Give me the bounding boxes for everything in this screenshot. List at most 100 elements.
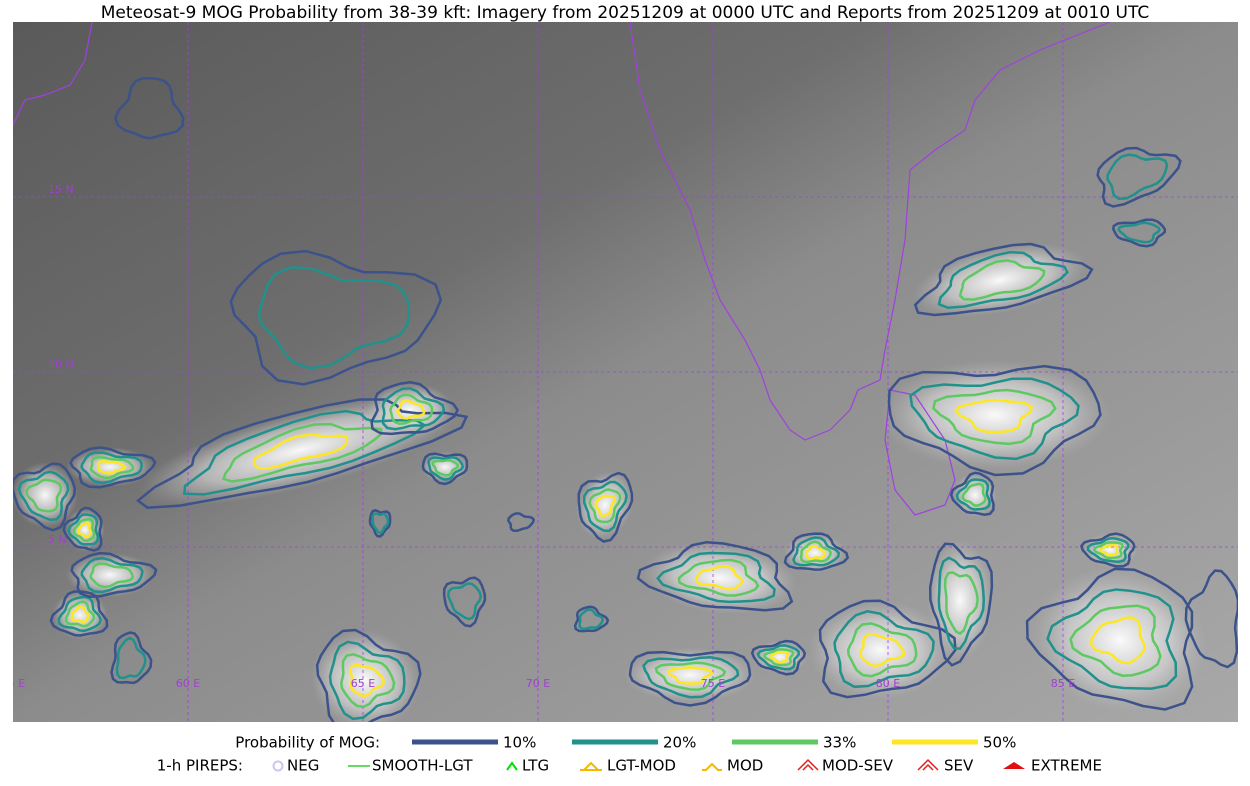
contour <box>221 422 383 483</box>
contour <box>846 622 918 678</box>
contour <box>442 576 487 628</box>
contour <box>49 590 109 637</box>
contour <box>69 446 157 489</box>
legend-entry: 10% <box>503 734 536 752</box>
pirep-entry: SMOOTH-LGT <box>372 757 473 775</box>
contour <box>1069 604 1162 678</box>
contour <box>506 512 536 533</box>
contour <box>1112 218 1167 248</box>
lon-label: 55 E <box>1 677 25 690</box>
contour <box>763 648 795 667</box>
contour <box>229 249 443 386</box>
legend-entry: 33% <box>823 734 856 752</box>
contour <box>577 471 634 543</box>
lat-label: 15 N <box>48 183 74 196</box>
contour <box>89 562 135 589</box>
contour <box>1106 153 1169 200</box>
cloud <box>913 243 1087 317</box>
lon-label: 85 E <box>1051 677 1075 690</box>
contour <box>67 513 100 546</box>
contour <box>89 455 135 480</box>
contour <box>115 636 147 680</box>
contour <box>371 512 390 535</box>
contour <box>1099 543 1119 557</box>
contour <box>818 599 957 699</box>
cloud <box>1032 567 1208 713</box>
contour <box>17 470 70 522</box>
pirep-symbol <box>797 758 819 771</box>
contour <box>833 610 935 689</box>
lon-label: 60 E <box>176 677 200 690</box>
pirep-entry: MOD <box>727 757 763 775</box>
contour <box>389 393 434 426</box>
contour <box>573 605 610 633</box>
pirep-symbol <box>580 761 602 771</box>
contour <box>1089 616 1146 665</box>
contour <box>937 556 986 650</box>
legend-entry: 50% <box>983 734 1016 752</box>
contour <box>792 536 841 567</box>
contour <box>431 458 460 477</box>
contour <box>349 663 386 698</box>
contour <box>750 639 807 676</box>
cloud <box>310 629 420 722</box>
contour <box>636 541 794 612</box>
contour <box>804 544 826 560</box>
contour <box>1184 569 1238 669</box>
lon-label: 70 E <box>526 677 550 690</box>
lon-label: 75 E <box>701 677 725 690</box>
pirep-symbol <box>1003 762 1025 769</box>
contour <box>80 451 143 485</box>
contour <box>1046 588 1178 690</box>
contour <box>937 250 1069 310</box>
contour <box>396 399 426 420</box>
pirep-entry: LTG <box>522 757 549 775</box>
contour <box>588 488 622 524</box>
contour <box>427 456 465 481</box>
contour <box>768 651 789 664</box>
contour <box>913 242 1094 317</box>
contour <box>954 398 1033 434</box>
contour <box>64 600 96 628</box>
contour <box>799 540 833 564</box>
contour <box>370 381 460 436</box>
contour <box>77 521 92 539</box>
pirep-symbol <box>917 758 939 771</box>
contour <box>182 409 427 496</box>
contour <box>70 605 90 624</box>
contour <box>949 471 995 516</box>
contour <box>80 556 144 594</box>
contour <box>694 565 744 591</box>
pirep-entry: MOD-SEV <box>822 757 894 775</box>
contour <box>642 656 740 699</box>
legend-entry: 20% <box>663 734 696 752</box>
contour <box>1025 567 1194 711</box>
contour <box>958 259 1046 301</box>
contour <box>654 661 727 691</box>
contour <box>666 666 714 685</box>
contour <box>1117 221 1162 244</box>
pirep-symbol <box>272 760 284 772</box>
lat-label: 5 N <box>48 533 67 546</box>
lon-label: 80 E <box>876 677 900 690</box>
contour <box>13 462 77 532</box>
contour <box>656 551 776 604</box>
contour <box>887 364 1102 477</box>
contour <box>97 460 127 475</box>
contour <box>72 517 96 542</box>
contour <box>57 595 103 633</box>
lat-label: 10 N <box>48 358 74 371</box>
contour <box>783 532 850 571</box>
contour <box>447 582 483 621</box>
contour <box>943 571 979 636</box>
pirep-entry: SEV <box>944 757 974 775</box>
contour <box>677 558 760 597</box>
contour <box>858 633 906 668</box>
contour <box>1080 532 1136 568</box>
pirep-entry: NEG <box>287 757 319 775</box>
contour <box>70 551 158 598</box>
contour <box>928 542 994 667</box>
contour <box>909 377 1080 461</box>
lon-label: 65 E <box>351 677 375 690</box>
